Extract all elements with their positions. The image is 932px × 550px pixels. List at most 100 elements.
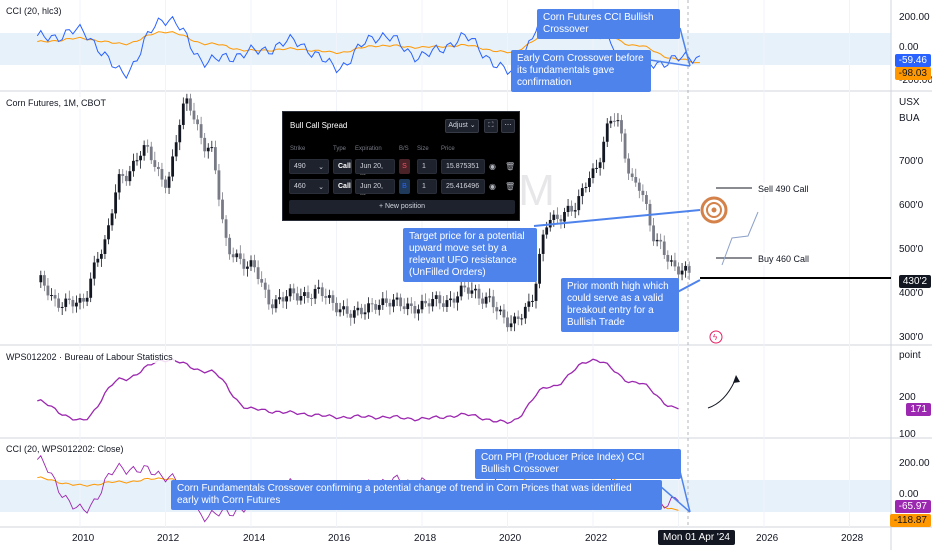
candle-body [60,306,64,308]
candle-body [174,142,178,157]
price-axis-tick: 500'0 [899,244,924,255]
candle-body [424,300,427,304]
target-icon-center [711,207,717,213]
candle-body [609,120,613,124]
type-button-2[interactable]: Call [333,179,352,194]
candle-body [64,298,68,307]
ppi-value-tag: 171 [906,403,931,416]
top-callout-pointer-2 [649,59,691,67]
price-input-1[interactable]: 15.875351 [441,159,485,174]
candle-body [192,110,196,120]
candle-body [474,288,477,291]
strike-select-2[interactable]: 460 ⌄ [289,179,329,194]
candle-body [117,174,121,193]
last-price-tag: 430'2 [898,275,931,288]
candle-body [381,298,385,306]
candle-body [128,171,132,182]
candle-body [463,285,467,288]
candle-body [420,300,424,310]
candle-body [445,300,449,307]
candle-body [409,303,413,306]
candle-body [281,297,285,302]
ppi-line-path [37,358,679,425]
price-input-2[interactable]: 25.416496 [441,179,485,194]
main-pane-label[interactable]: Corn Futures, 1M, CBOT [4,97,109,109]
candle-body [566,205,570,212]
candle-body [687,265,691,273]
adjust-dropdown[interactable]: Adjust ⌄ [445,119,479,133]
new-position-button[interactable]: + New position [289,200,515,214]
sell-side-toggle[interactable]: S [399,159,410,174]
candle-body [484,296,488,304]
candle-body [156,166,160,170]
candle-body [392,299,395,307]
candle-body [598,162,602,168]
bottom-axis-tick: 0.00 [899,489,919,500]
bottom-callout-fundamentals[interactable]: Corn Fundamentals Crossover confirming a… [171,480,662,510]
delete-trash-icon[interactable]: 🗑 [505,182,516,191]
candle-body [213,147,217,171]
type-button-1[interactable]: Call [333,159,352,174]
candle-body [178,124,182,143]
bull-call-spread-panel: Bull Call Spread Adjust ⌄ ⛶ ⋯ Strike Typ… [282,111,520,221]
col-size: Size [417,146,429,152]
candle-body [662,241,666,255]
target-pointer-line [533,209,701,227]
candle-body [602,141,606,163]
expand-icon[interactable]: ⛶ [484,119,498,133]
candle-body [509,323,513,328]
entry-callout[interactable]: Prior month high which could serve as a … [561,278,679,332]
bottom-ma-value-tag: -118.87 [889,514,931,527]
bottom-pane-label[interactable]: CCI (20, WPS012202: Close) [4,443,126,455]
top-pane-label[interactable]: CCI (20, hlc3) [4,5,64,17]
candle-body [616,120,620,122]
sell-call-label[interactable]: Sell 490 Call [755,183,812,195]
candle-body [352,310,356,318]
visibility-eye-icon[interactable]: ◉ [489,182,496,191]
buy-side-toggle[interactable]: B [399,179,410,194]
visibility-eye-icon[interactable]: ◉ [489,162,496,171]
size-input-1[interactable]: 1 [417,159,437,174]
top-callout-crossover[interactable]: Corn Futures CCI Bullish Crossover [537,9,680,39]
candle-body [491,296,495,308]
candle-body [228,237,232,255]
delete-trash-icon[interactable]: 🗑 [505,162,516,171]
candle-body [477,288,481,299]
expiration-select-1[interactable]: Jun 20, ... [355,159,395,177]
more-options-icon[interactable]: ⋯ [501,119,515,133]
candle-body [285,296,289,302]
candle-body [452,298,456,303]
col-expiration: Expiration [355,146,382,152]
unit-label[interactable]: BUA [899,113,920,124]
candle-body [605,123,609,142]
buy-call-label[interactable]: Buy 460 Call [755,253,813,265]
candle-body [441,303,445,307]
candle-body [669,260,673,262]
candle-body [466,287,470,294]
candle-body [666,254,670,262]
candle-body [584,186,588,189]
candle-body [327,295,331,298]
candle-body [295,293,299,301]
top-callout-early[interactable]: Early Corn Crossover before its fundamen… [511,50,651,92]
adjust-label: Adjust [448,122,468,129]
candle-body [645,195,648,204]
time-axis-year: 2022 [585,533,608,544]
candle-body [684,265,688,271]
target-callout[interactable]: Target price for a potential upward move… [403,228,537,282]
candle-body [349,313,353,318]
candle-body [57,298,61,308]
expiration-select-2[interactable]: Jun 20, ... [355,179,395,197]
candle-body [320,287,324,297]
candle-body [488,296,492,298]
bottom-callout-ppi[interactable]: Corn PPI (Producer Price Index) CCI Bull… [475,449,681,479]
time-cursor-label: Mon 01 Apr '24 [658,530,735,545]
size-input-2[interactable]: 1 [417,179,437,194]
currency-label[interactable]: USX [899,97,920,108]
strike-select-1[interactable]: 490 ⌄ [289,159,329,174]
time-axis-year: 2018 [414,533,437,544]
candle-body [498,309,502,312]
ppi-pane-label[interactable]: WPS012202 · Bureau of Labour Statistics [4,351,175,363]
candle-body [153,160,157,167]
candle-body [534,283,538,301]
